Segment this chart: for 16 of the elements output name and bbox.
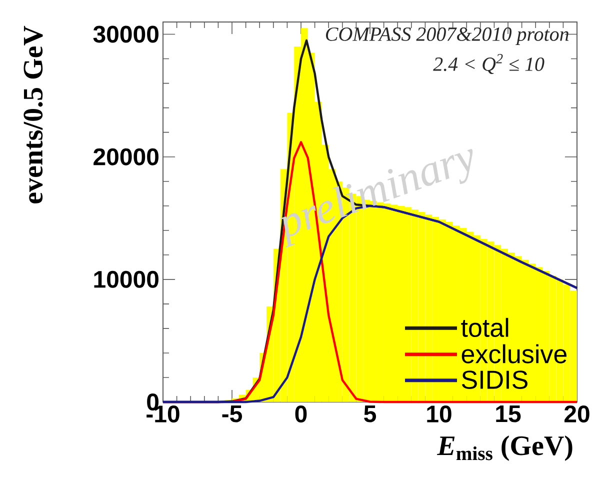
annotation: 2.4 < Q$^{2}$ ≤ 10 bbox=[433, 54, 544, 74]
x-axis-title: E$_{miss}$ (GeV) bbox=[437, 436, 572, 461]
y-tick-label: 10000 bbox=[94, 270, 158, 288]
x-tick-label: 5 bbox=[364, 406, 376, 422]
y-tick-label: 20000 bbox=[94, 148, 158, 166]
x-tick-label: -5 bbox=[222, 406, 242, 422]
legend-label: exclusive bbox=[462, 344, 567, 364]
legend-label: total bbox=[461, 318, 508, 338]
annotation: COMPASS 2007&2010 proton bbox=[326, 27, 569, 45]
x-tick-label: 10 bbox=[427, 406, 452, 423]
x-tick-label: 0 bbox=[295, 406, 307, 423]
y-axis-title: events/0.5 GeV bbox=[24, 26, 43, 204]
y-tick-label: 30000 bbox=[93, 26, 158, 43]
x-tick-label: 20 bbox=[564, 406, 590, 423]
x-tick-label: 15 bbox=[496, 406, 521, 422]
legend-label: SIDIS bbox=[462, 370, 528, 389]
